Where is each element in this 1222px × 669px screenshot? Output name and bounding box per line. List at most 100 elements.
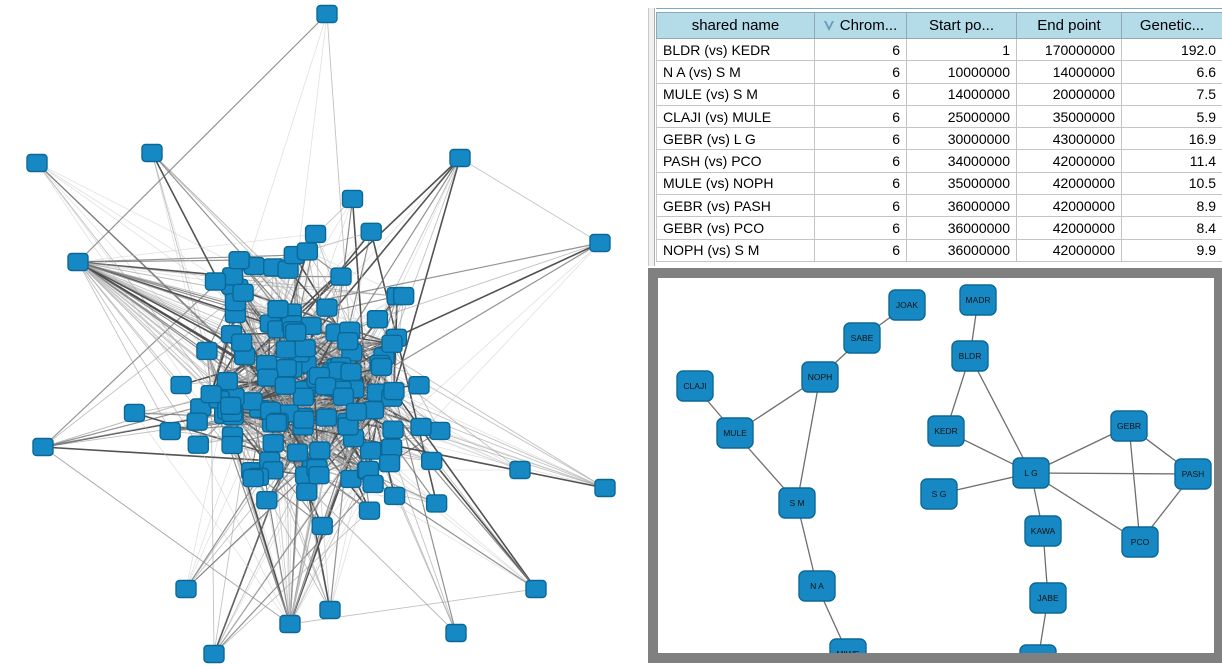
network-node[interactable]: [221, 435, 243, 455]
network-edge[interactable]: [77, 233, 316, 263]
network-node[interactable]: [216, 371, 239, 391]
network-node[interactable]: [383, 381, 405, 401]
table-cell-shared_name[interactable]: BLDR (vs) KEDR: [656, 37, 815, 62]
table-cell-chromosome[interactable]: 6: [814, 149, 907, 173]
node-shape[interactable]: [175, 579, 197, 599]
network-node[interactable]: [242, 468, 264, 488]
network-node[interactable]: [204, 272, 227, 291]
node-shape[interactable]: [304, 224, 327, 244]
network-node[interactable]: SABE: [843, 322, 881, 354]
network-edge[interactable]: [393, 390, 457, 634]
network-edge[interactable]: [77, 261, 298, 453]
node-shape[interactable]: [316, 4, 338, 24]
node-shape[interactable]: [341, 189, 364, 209]
network-node[interactable]: [421, 451, 443, 471]
table-cell-end_point[interactable]: 170000000: [1016, 37, 1122, 62]
node-shape[interactable]: [951, 340, 989, 372]
node-shape[interactable]: [525, 579, 547, 599]
node-shape[interactable]: [829, 638, 867, 653]
network-node[interactable]: [309, 441, 331, 460]
table-cell-shared_name[interactable]: N A (vs) S M: [656, 60, 815, 84]
node-shape[interactable]: [716, 417, 754, 449]
network-node[interactable]: [370, 357, 393, 377]
network-node[interactable]: [340, 362, 362, 382]
node-shape[interactable]: [186, 412, 208, 431]
network-node[interactable]: KEDR: [927, 415, 965, 447]
network-edge[interactable]: [391, 397, 521, 471]
sort-descending-icon[interactable]: [823, 21, 835, 31]
network-node[interactable]: [410, 417, 432, 437]
network-node[interactable]: [286, 443, 309, 462]
network-edge[interactable]: [42, 446, 291, 625]
node-shape[interactable]: [220, 396, 242, 415]
table-cell-end_point[interactable]: 43000000: [1016, 127, 1122, 151]
network-edge[interactable]: [213, 401, 253, 655]
node-shape[interactable]: [366, 310, 389, 329]
node-shape[interactable]: [309, 441, 331, 460]
node-shape[interactable]: [843, 322, 881, 354]
network-edge[interactable]: [36, 162, 233, 414]
network-edge[interactable]: [77, 13, 328, 263]
network-node[interactable]: [392, 286, 415, 306]
network-node[interactable]: MULE: [716, 417, 754, 449]
network-node[interactable]: N A: [798, 570, 836, 602]
table-cell-genetic[interactable]: 192.0: [1121, 37, 1222, 62]
node-shape[interactable]: [187, 435, 209, 454]
node-shape[interactable]: [275, 340, 298, 359]
network-node[interactable]: [330, 267, 352, 286]
network-node[interactable]: [589, 233, 611, 253]
table-cell-chromosome[interactable]: 6: [814, 194, 907, 218]
network-edge[interactable]: [77, 261, 232, 407]
column-header-end-point[interactable]: End point: [1016, 12, 1122, 39]
table-row[interactable]: CLAJI (vs) MULE 6 25000000 35000000 5.9: [656, 104, 1222, 129]
network-node[interactable]: CLAJI: [676, 370, 714, 402]
network-node[interactable]: [187, 435, 209, 454]
network-node[interactable]: [408, 376, 430, 395]
network-node[interactable]: [316, 4, 338, 24]
node-shape[interactable]: [26, 153, 48, 173]
network-edge[interactable]: [42, 260, 241, 448]
column-header-chromosome[interactable]: Chrom...: [814, 12, 907, 39]
network-node[interactable]: S G: [920, 478, 958, 510]
table-row[interactable]: NOPH (vs) S M 6 36000000 42000000 9.9: [656, 238, 1222, 262]
table-body[interactable]: BLDR (vs) KEDR 6 1 170000000 192.0 N A (vs) S…: [656, 37, 1222, 262]
node-shape[interactable]: [315, 408, 338, 427]
network-node[interactable]: [425, 494, 448, 513]
node-shape[interactable]: [360, 222, 382, 241]
network-node[interactable]: NOPH: [801, 361, 839, 393]
node-shape[interactable]: [308, 465, 330, 485]
network-edge[interactable]: [277, 242, 601, 310]
node-shape[interactable]: [204, 272, 227, 291]
network-node[interactable]: [362, 474, 384, 494]
node-shape[interactable]: [589, 233, 611, 253]
network-node[interactable]: [241, 392, 263, 411]
node-shape[interactable]: [265, 413, 288, 433]
node-shape[interactable]: [316, 298, 338, 317]
node-shape[interactable]: [221, 435, 243, 455]
network-edge[interactable]: [1030, 472, 1194, 475]
network-node[interactable]: [279, 614, 301, 634]
node-shape[interactable]: [232, 283, 254, 303]
network-node[interactable]: MIWE: [829, 638, 867, 653]
network-node[interactable]: [228, 250, 250, 270]
edge-table-panel[interactable]: shared name Chrom... Start po... End poi…: [648, 8, 1222, 266]
network-node[interactable]: [525, 579, 547, 599]
network-node[interactable]: [186, 412, 208, 431]
node-shape[interactable]: [294, 339, 316, 358]
network-node[interactable]: [360, 222, 382, 241]
node-shape[interactable]: [421, 451, 443, 471]
network-node[interactable]: [274, 376, 296, 395]
node-shape[interactable]: [1174, 458, 1212, 490]
table-cell-start_point[interactable]: 25000000: [906, 104, 1017, 129]
network-node[interactable]: [308, 465, 330, 485]
table-cell-chromosome[interactable]: 6: [814, 60, 907, 84]
table-cell-genetic[interactable]: 5.9: [1121, 104, 1222, 129]
column-header-genetic[interactable]: Genetic...: [1121, 12, 1222, 39]
table-cell-chromosome[interactable]: 6: [814, 238, 907, 262]
network-node[interactable]: KAWA: [1024, 515, 1062, 547]
node-shape[interactable]: [927, 415, 965, 447]
table-cell-shared_name[interactable]: PASH (vs) PCO: [656, 149, 815, 173]
node-shape[interactable]: [275, 358, 297, 378]
node-shape[interactable]: [274, 376, 296, 395]
node-shape[interactable]: [425, 494, 448, 513]
